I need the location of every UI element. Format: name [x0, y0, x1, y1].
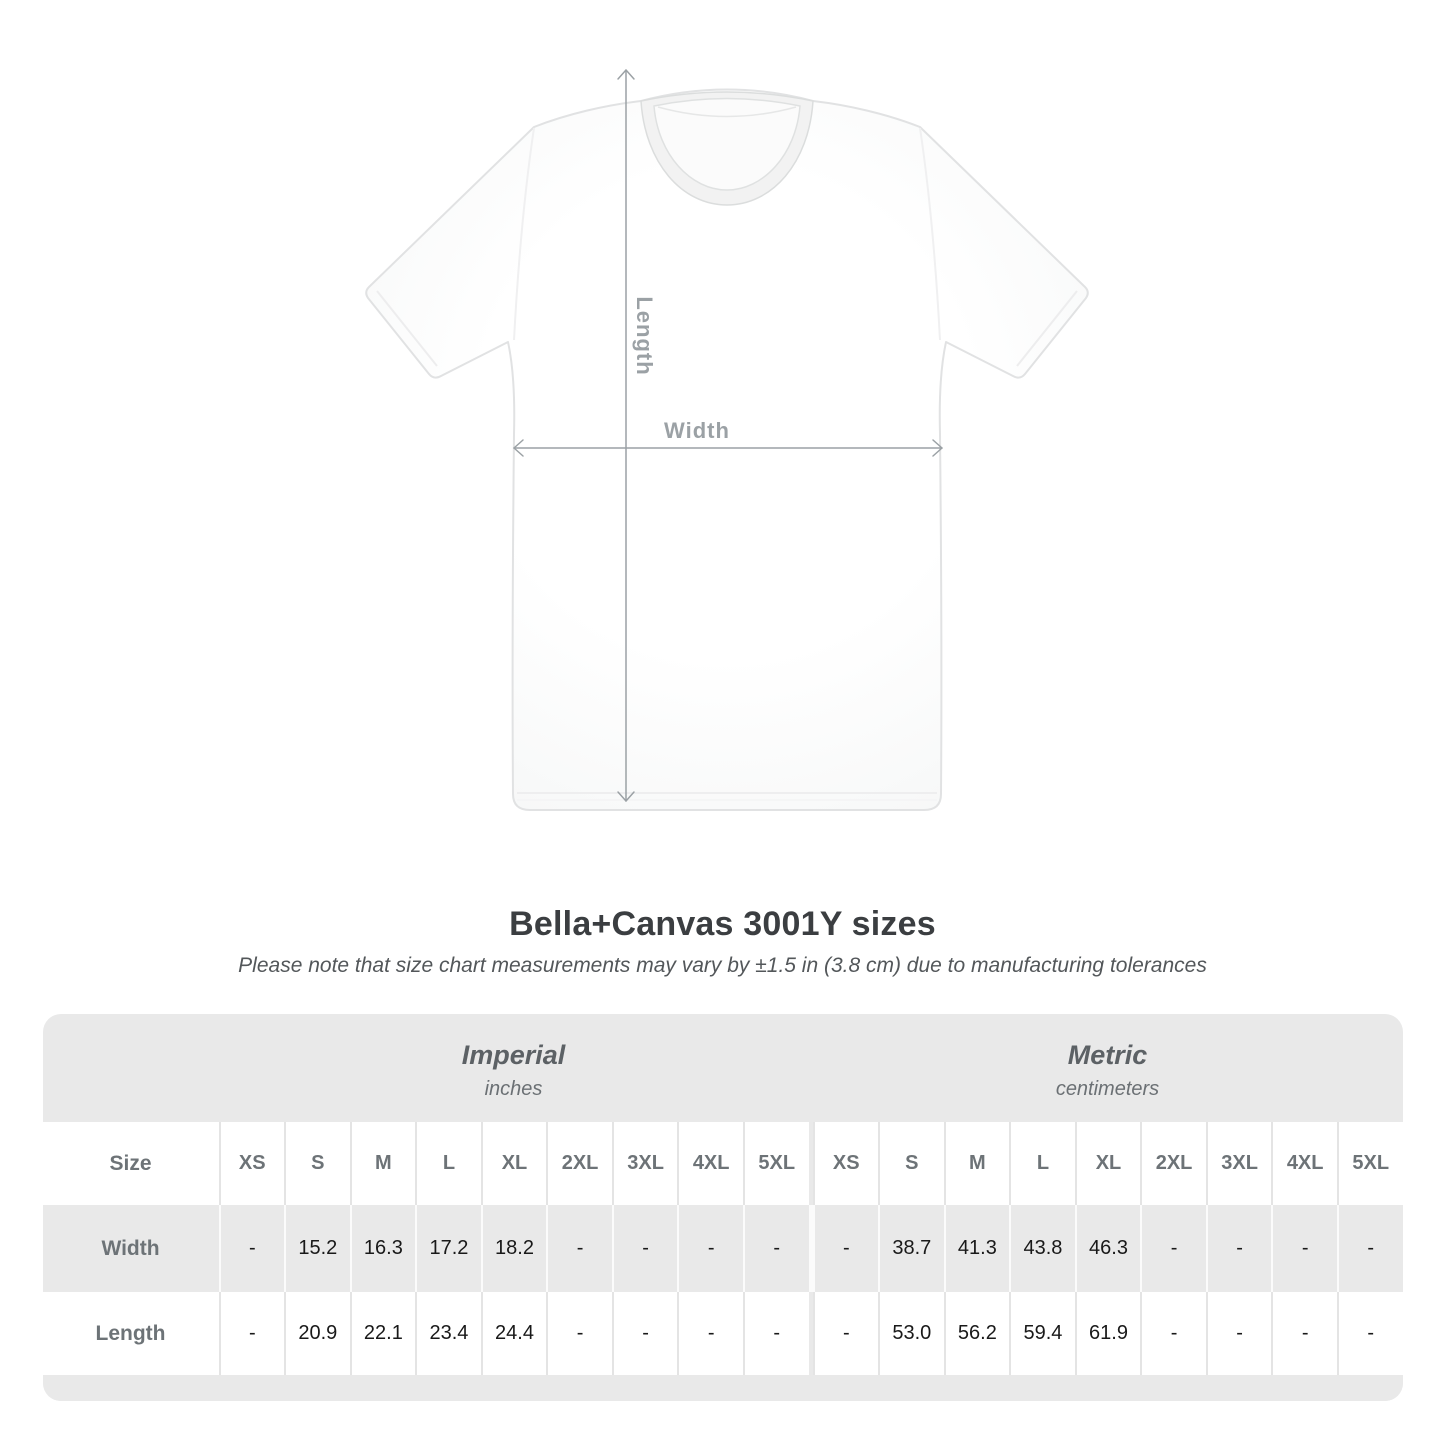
right-cuff-stitch: [1016, 290, 1078, 367]
length-value-cell: 61.9: [1074, 1292, 1141, 1375]
width-value-cell: -: [812, 1205, 879, 1292]
metric-section-header: Metric centimeters: [813, 1014, 1403, 1122]
page-title: Bella+Canvas 3001Y sizes: [509, 905, 936, 943]
collar-inner-opening: [653, 97, 801, 191]
width-value-cell: 41.3: [943, 1205, 1010, 1292]
length-value-cell: -: [218, 1292, 285, 1375]
metric-section-unit: centimeters: [1055, 1078, 1160, 1100]
unit-header-empty-cell: [43, 1014, 219, 1122]
length-label: Length: [632, 296, 657, 375]
size-column-header: S: [284, 1122, 350, 1205]
width-value-cell: 38.7: [878, 1205, 944, 1292]
size-header-row: Size XS S M L XL 2XL 3XL 4XL 5XL XS S M L XL 2XL 3XL 4XL 5…: [42, 1122, 1403, 1205]
size-column-header: 3XL: [1205, 1122, 1272, 1205]
table-bottom-band: [42, 1375, 1403, 1401]
length-value-cell: -: [1271, 1292, 1337, 1375]
width-value-cell: -: [546, 1205, 612, 1292]
arrowhead-up-icon: [617, 69, 635, 80]
length-value-cell: -: [812, 1292, 879, 1375]
length-value-cell: 22.1: [349, 1292, 416, 1375]
width-value-cell: -: [1271, 1205, 1337, 1292]
width-value-cell: 15.2: [284, 1205, 350, 1292]
imperial-section-header: Imperial inches: [219, 1014, 809, 1122]
row-label-length: Length: [42, 1292, 219, 1375]
section-divider: [808, 1205, 813, 1292]
length-value-cell: -: [1205, 1292, 1272, 1375]
width-value-cell: 43.8: [1009, 1205, 1075, 1292]
width-value-cell: -: [1336, 1205, 1403, 1292]
arrowhead-left-icon: [513, 439, 524, 457]
width-row: Width -15.2 16.3 17.2 18.2- - - - -38.7 41.3 43.8 4…: [42, 1205, 1403, 1292]
width-value-cell: -: [1140, 1205, 1206, 1292]
width-label: Width: [664, 418, 730, 443]
tolerance-note: Please note that size chart measurements…: [238, 954, 1207, 977]
size-column-header: L: [1009, 1122, 1075, 1205]
size-column-header: XS: [812, 1122, 879, 1205]
length-value-cell: -: [677, 1292, 743, 1375]
right-sleeve-seam: [919, 127, 941, 341]
row-label-width: Width: [42, 1205, 219, 1292]
size-column-header: 2XL: [1140, 1122, 1206, 1205]
section-divider: [808, 1122, 813, 1205]
size-column-header: M: [943, 1122, 1010, 1205]
tshirt-outline: [365, 88, 1089, 811]
imperial-section-unit: inches: [484, 1078, 543, 1100]
width-value-cell: 17.2: [415, 1205, 481, 1292]
length-value-cell: 23.4: [415, 1292, 481, 1375]
length-value-cell: -: [1336, 1292, 1403, 1375]
section-divider: [808, 1292, 813, 1375]
width-value-cell: 46.3: [1074, 1205, 1141, 1292]
size-column-header: XL: [1074, 1122, 1141, 1205]
length-value-cell: 59.4: [1009, 1292, 1075, 1375]
left-cuff-stitch: [376, 290, 438, 367]
length-value-cell: 56.2: [943, 1292, 1010, 1375]
size-column-header: 5XL: [742, 1122, 809, 1205]
size-column-header: M: [349, 1122, 416, 1205]
length-value-cell: 53.0: [878, 1292, 944, 1375]
width-value-cell: 16.3: [349, 1205, 416, 1292]
size-chart-table: Imperial inches Metric centimeters Size X…: [42, 1014, 1403, 1401]
size-column-header: 5XL: [1336, 1122, 1403, 1205]
length-value-cell: -: [611, 1292, 678, 1375]
size-column-header: XL: [480, 1122, 547, 1205]
length-value-cell: -: [742, 1292, 809, 1375]
length-row: Length -20.9 22.1 23.4 24.4- - - - -53.0 56.2 59.4…: [42, 1292, 1403, 1375]
back-collar-seam: [657, 106, 797, 118]
size-column-header: 4XL: [1271, 1122, 1337, 1205]
width-value-cell: -: [218, 1205, 285, 1292]
length-value-cell: 24.4: [480, 1292, 547, 1375]
width-dimension-line: [513, 439, 943, 457]
size-column-header: S: [878, 1122, 944, 1205]
metric-section-title: Metric: [1067, 1040, 1148, 1070]
arrowhead-down-icon: [617, 791, 635, 802]
arrowhead-right-icon: [932, 439, 943, 457]
size-column-header: 3XL: [611, 1122, 678, 1205]
width-value-cell: -: [611, 1205, 678, 1292]
size-column-header: L: [415, 1122, 481, 1205]
width-value-cell: -: [1205, 1205, 1272, 1292]
size-column-header: XS: [218, 1122, 285, 1205]
tshirt-graphic: [365, 88, 1089, 811]
width-value-cell: -: [677, 1205, 743, 1292]
length-value-cell: -: [546, 1292, 612, 1375]
length-value-cell: 20.9: [284, 1292, 350, 1375]
width-value-cell: -: [742, 1205, 809, 1292]
imperial-section-title: Imperial: [461, 1040, 566, 1070]
unit-header-row: Imperial inches Metric centimeters: [43, 1014, 1403, 1122]
left-sleeve-seam: [513, 127, 535, 341]
tshirt-measurement-diagram: Length Width: [365, 69, 1089, 811]
size-column-header: 4XL: [677, 1122, 743, 1205]
width-value-cell: 18.2: [480, 1205, 547, 1292]
length-dimension-line: [617, 69, 635, 802]
row-label-size: Size: [42, 1122, 219, 1205]
length-value-cell: -: [1140, 1292, 1206, 1375]
size-column-header: 2XL: [546, 1122, 612, 1205]
